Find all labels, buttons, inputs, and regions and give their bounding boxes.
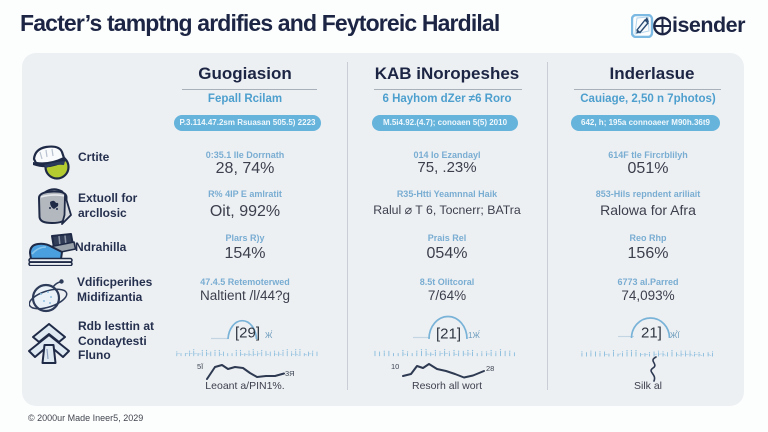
svg-text:1Ж́: 1Ж́ — [468, 331, 480, 340]
svg-text:21]: 21] — [641, 325, 662, 342]
svg-text:[29]: [29] — [235, 325, 260, 342]
svg-text:Ж́Ї: Ж́Ї — [670, 331, 680, 340]
svg-text:Ж́: Ж́ — [265, 331, 273, 340]
svg-text:[21]: [21] — [436, 326, 461, 343]
